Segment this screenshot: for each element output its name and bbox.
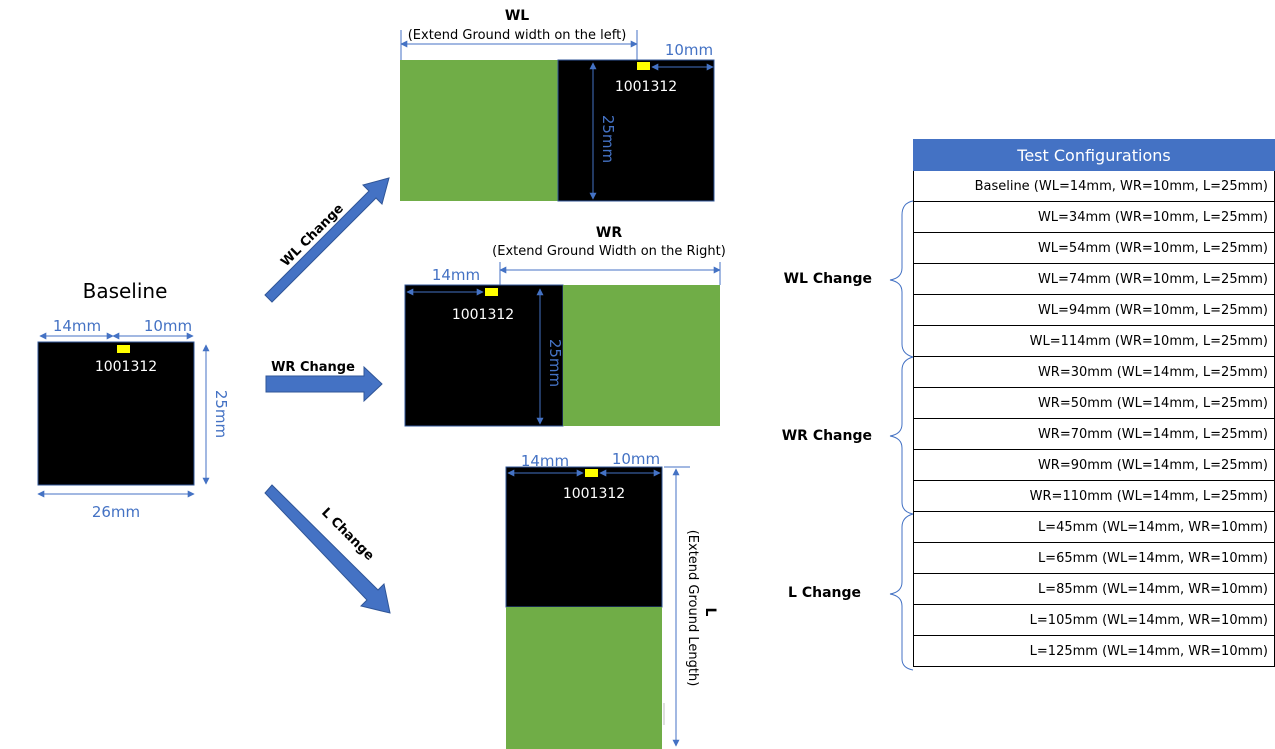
l-change-arrow: L Change [264, 484, 391, 614]
table-cell: WL=94mm (WR=10mm, L=25mm) [913, 294, 1275, 326]
table-row: Baseline (WL=14mm, WR=10mm, L=25mm) [913, 170, 1275, 202]
table-cell: WR=30mm (WL=14mm, L=25mm) [913, 356, 1275, 388]
baseline-title: Baseline [83, 279, 168, 303]
wl-ground-extension [400, 60, 558, 201]
wr-change-arrow: WR Change [265, 360, 383, 403]
baseline-group: Baseline 14mm 10mm 1001312 25mm 26mm [37, 279, 230, 521]
wl-config-group: WL (Extend Ground width on the left) 10m… [400, 8, 715, 202]
wl-title: WL [505, 8, 529, 24]
wr-brace [889, 356, 914, 515]
test-configurations-table: Test Configurations Baseline (WL=14mm, W… [913, 139, 1275, 667]
l-chip [585, 469, 598, 477]
baseline-chip-label: 1001312 [95, 359, 157, 375]
table-cell: L=85mm (WL=14mm, WR=10mm) [913, 573, 1275, 605]
wl-subtitle: (Extend Ground width on the left) [408, 28, 627, 43]
table-cell: Baseline (WL=14mm, WR=10mm, L=25mm) [913, 170, 1275, 202]
table-row: L=85mm (WL=14mm, WR=10mm) [913, 573, 1275, 605]
table-cell: L=45mm (WL=14mm, WR=10mm) [913, 511, 1275, 543]
group-braces [889, 200, 914, 671]
wl-board [557, 59, 715, 202]
wl-chip-label: 1001312 [615, 79, 677, 95]
table-cell: WL=114mm (WR=10mm, L=25mm) [913, 325, 1275, 357]
l-board [505, 466, 663, 608]
table-cell: WL=54mm (WR=10mm, L=25mm) [913, 232, 1275, 264]
table-cell: L=65mm (WL=14mm, WR=10mm) [913, 542, 1275, 574]
wr-change-label: WR Change [271, 360, 355, 375]
l-right-dim: 10mm [612, 450, 660, 468]
table-row: WR=30mm (WL=14mm, L=25mm) [913, 356, 1275, 388]
table-row: WL=114mm (WR=10mm, L=25mm) [913, 325, 1275, 357]
wl-chip [637, 62, 650, 70]
table-cell: L=125mm (WL=14mm, WR=10mm) [913, 635, 1275, 667]
table-row: L=105mm (WL=14mm, WR=10mm) [913, 604, 1275, 636]
table-cell: WL=74mm (WR=10mm, L=25mm) [913, 263, 1275, 295]
table-row: WR=50mm (WL=14mm, L=25mm) [913, 387, 1275, 419]
table-cell: WR=70mm (WL=14mm, L=25mm) [913, 418, 1275, 450]
table-row: WL=94mm (WR=10mm, L=25mm) [913, 294, 1275, 326]
l-subtitle: (Extend Ground Length) [685, 530, 700, 687]
table-cell: L=105mm (WL=14mm, WR=10mm) [913, 604, 1275, 636]
group-label-l: L Change [788, 585, 861, 601]
wl-brace [889, 200, 914, 358]
wr-ground-extension [563, 285, 720, 426]
group-label-wr: WR Change [781, 428, 872, 444]
table-row: WL=34mm (WR=10mm, L=25mm) [913, 201, 1275, 233]
baseline-board [37, 341, 195, 486]
table-cell: WR=90mm (WL=14mm, L=25mm) [913, 449, 1275, 481]
wl-right-dim: 10mm [665, 41, 713, 59]
wr-title: WR [596, 225, 622, 241]
wr-subtitle: (Extend Ground Width on the Right) [492, 244, 726, 259]
table-cell: WL=34mm (WR=10mm, L=25mm) [913, 201, 1275, 233]
wr-chip [485, 288, 498, 296]
l-ground-extension [506, 607, 662, 749]
l-brace [889, 513, 914, 671]
baseline-right-dim: 10mm [144, 317, 192, 335]
table-row: WR=90mm (WL=14mm, L=25mm) [913, 449, 1275, 481]
table-row: L=125mm (WL=14mm, WR=10mm) [913, 635, 1275, 667]
l-config-group: 14mm 10mm 1001312 L (Extend Ground Lengt… [505, 450, 718, 749]
baseline-chip [117, 345, 130, 353]
l-chip-label: 1001312 [563, 486, 625, 502]
table-header: Test Configurations [913, 139, 1275, 171]
table-cell: WR=50mm (WL=14mm, L=25mm) [913, 387, 1275, 419]
table-row: WR=70mm (WL=14mm, L=25mm) [913, 418, 1275, 450]
wr-chip-label: 1001312 [452, 307, 514, 323]
table-row: L=45mm (WL=14mm, WR=10mm) [913, 511, 1275, 543]
table-row: WR=110mm (WL=14mm, L=25mm) [913, 480, 1275, 512]
l-left-dim: 14mm [521, 452, 569, 470]
l-title: L [702, 608, 718, 617]
baseline-width-dim: 26mm [92, 503, 140, 521]
wr-height-dim: 25mm [546, 339, 564, 387]
baseline-left-dim: 14mm [53, 317, 101, 335]
table-row: L=65mm (WL=14mm, WR=10mm) [913, 542, 1275, 574]
table-row: WL=54mm (WR=10mm, L=25mm) [913, 232, 1275, 264]
wl-height-dim: 25mm [599, 115, 617, 163]
table-cell: WR=110mm (WL=14mm, L=25mm) [913, 480, 1275, 512]
wl-change-arrow: WL Change [264, 177, 390, 303]
group-label-wl: WL Change [783, 271, 872, 287]
wr-config-group: WR (Extend Ground Width on the Right) 14… [404, 225, 726, 427]
baseline-height-dim: 25mm [212, 390, 230, 438]
wr-left-dim: 14mm [432, 266, 480, 284]
table-row: WL=74mm (WR=10mm, L=25mm) [913, 263, 1275, 295]
